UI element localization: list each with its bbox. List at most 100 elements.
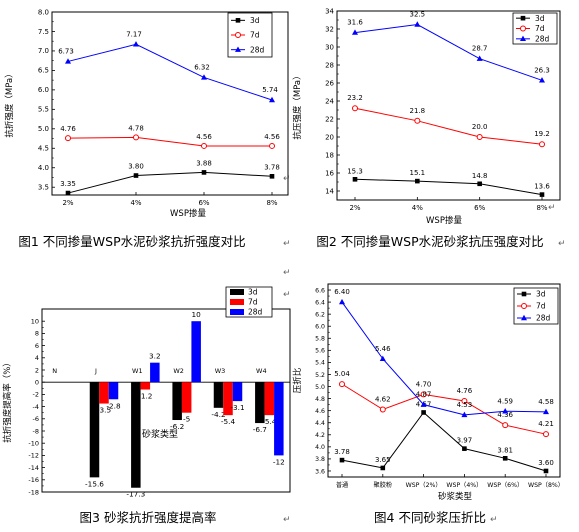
data-label: 4.87 xyxy=(416,391,432,399)
data-label: 6.32 xyxy=(194,63,210,71)
data-label: 4.53 xyxy=(457,401,473,409)
data-label: 4.70 xyxy=(416,380,432,388)
point-7d xyxy=(539,141,545,148)
y-axis-title: 压折比 xyxy=(292,368,303,394)
point-7d xyxy=(65,135,71,142)
data-label: -5 xyxy=(183,415,190,424)
bar-7d xyxy=(181,382,192,413)
y-tick-label: -4 xyxy=(33,403,39,411)
data-label: -15.6 xyxy=(85,479,104,488)
y-tick-label: 4.8 xyxy=(315,396,325,403)
y-tick-label: 6.0 xyxy=(315,324,325,331)
chart-2: 14 16 18 20 22 24 26 28 30 32 34 2% 4% 6% 8% WSP掺量 15.3 1… xyxy=(292,7,561,249)
y-axis-title: 抗压强度（MPa） xyxy=(292,71,303,139)
point-28d xyxy=(379,355,386,361)
bar-28d xyxy=(150,362,160,383)
point-7d xyxy=(201,142,207,149)
legend-marker-3d xyxy=(521,291,527,297)
data-label: 4.59 xyxy=(497,397,513,405)
x-axis-title: 砂浆类型 xyxy=(438,491,473,502)
y-tick-label: 6.6 xyxy=(315,287,325,294)
data-label: -6.2 xyxy=(170,422,184,431)
y-tick-label: 6.0 xyxy=(38,86,49,94)
data-label: 4.76 xyxy=(60,125,76,133)
category-label: W1 xyxy=(132,367,143,375)
point-28d xyxy=(543,408,549,415)
data-label: 3.78 xyxy=(264,163,280,171)
y-tick-label: 6 xyxy=(35,342,39,350)
point-7d xyxy=(269,142,275,149)
point-7d xyxy=(543,431,549,438)
paragraph-mark-icon: ↵ xyxy=(558,239,566,249)
y-tick-label: 5.0 xyxy=(315,384,325,391)
bar-7d xyxy=(140,382,151,390)
y-tick-label: 7.5 xyxy=(38,28,49,36)
point-3d xyxy=(65,190,71,196)
series-line-28d xyxy=(67,43,273,101)
y-tick-label: 3.6 xyxy=(315,468,325,475)
legend-label: 28d xyxy=(250,45,265,54)
x-tick-label: 普通 xyxy=(336,481,348,489)
bar-28d xyxy=(191,321,201,383)
legend-label: 3d xyxy=(248,288,258,297)
data-label: 5.46 xyxy=(375,345,391,353)
legend-marker-7d xyxy=(521,303,527,309)
data-label: 26.3 xyxy=(534,66,550,74)
data-label: -5.4 xyxy=(262,417,277,426)
x-axis-title: 砂浆类型 xyxy=(142,428,178,440)
paragraph-mark-icon: ↵ xyxy=(283,239,291,249)
point-7d xyxy=(461,398,468,405)
figure-caption: 图1 不同掺量WSP水泥砂浆抗折强度对比 xyxy=(18,234,245,249)
bar-3d xyxy=(255,382,265,424)
legend-marker-7d xyxy=(520,25,526,32)
series-line-7d xyxy=(354,107,543,145)
y-tick-label: -16 xyxy=(28,476,39,484)
legend-label: 7d xyxy=(535,24,545,33)
x-tick-label: WSP（6%） xyxy=(487,482,523,489)
data-label: 3.88 xyxy=(196,159,212,167)
data-label: 4.56 xyxy=(264,133,280,141)
x-tick-label: 4% xyxy=(130,199,141,207)
y-axis-title: 抗折强度（MPa） xyxy=(4,69,15,137)
point-28d xyxy=(461,411,468,418)
point-7d xyxy=(414,117,421,124)
point-28d xyxy=(420,401,427,407)
data-label: 4.62 xyxy=(375,395,391,403)
figure-caption: 图3 砂浆抗折强度提高率 xyxy=(80,510,217,525)
data-label: 3.60 xyxy=(538,459,554,467)
point-28d xyxy=(539,77,545,83)
legend-label: 7d xyxy=(536,302,546,311)
series-line-3d xyxy=(341,411,547,472)
y-tick-label: 5.8 xyxy=(315,336,325,343)
y-tick-label: 4.4 xyxy=(315,420,325,427)
plot-frame xyxy=(336,10,561,201)
point-28d xyxy=(502,408,509,414)
point-3d xyxy=(133,173,139,178)
point-28d xyxy=(133,41,139,47)
category-label: J xyxy=(94,367,97,375)
y-tick-label: 5.6 xyxy=(315,348,325,355)
data-label: 13.6 xyxy=(534,183,550,191)
x-axis-title: WSP掺量 xyxy=(426,215,462,226)
series-line-3d xyxy=(67,171,273,194)
paragraph-mark-icon: ↵ xyxy=(283,268,291,278)
y-tick-label: 3.8 xyxy=(315,456,325,463)
point-7d xyxy=(352,105,358,112)
data-label: 15.3 xyxy=(347,167,363,175)
x-tick-label: 2% xyxy=(62,199,73,207)
legend-marker-28d xyxy=(521,314,527,321)
legend-marker-7d xyxy=(235,32,241,38)
bar-7d xyxy=(223,382,233,416)
bar-7d xyxy=(264,382,275,416)
series-line-28d xyxy=(354,23,543,81)
y-tick-label: 4.2 xyxy=(315,432,325,439)
y-tick-label: 6.5 xyxy=(38,67,49,75)
y-tick-label: 4 xyxy=(35,354,39,362)
point-7d xyxy=(379,406,386,413)
point-28d xyxy=(201,74,207,80)
data-label: -1.2 xyxy=(138,392,152,401)
data-label: 4.21 xyxy=(538,420,554,428)
x-axis-title: WSP掺量 xyxy=(170,208,206,219)
legend-swatch-3d xyxy=(230,289,244,295)
